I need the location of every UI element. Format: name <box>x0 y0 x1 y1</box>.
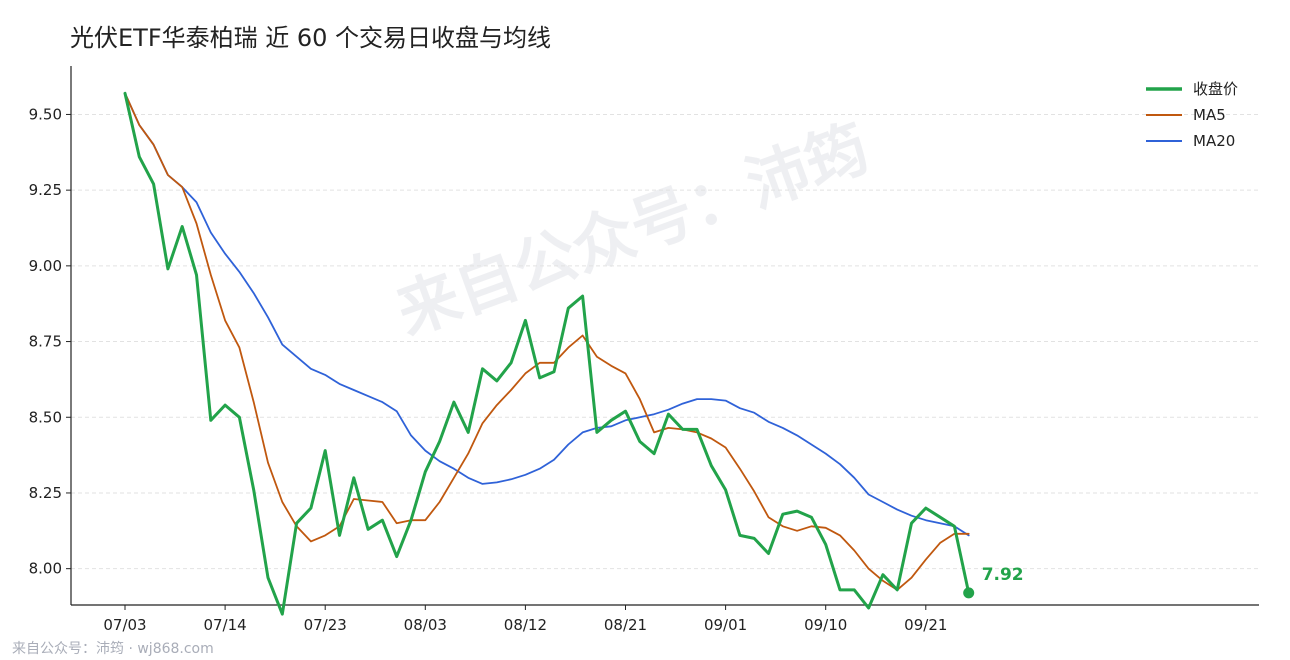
watermark-text: 来自公众号：沛筠 <box>387 111 878 349</box>
y-axis-ticks: 8.00 8.25 8.50 8.75 9.00 9.25 9.50 <box>29 105 71 578</box>
chart-title: 光伏ETF华泰柏瑞 近 60 个交易日收盘与均线 <box>70 24 552 52</box>
y-tick-label-5: 9.25 <box>29 181 62 199</box>
y-tick-label-6: 9.50 <box>29 105 62 123</box>
x-tick-label-1: 07/14 <box>203 616 246 634</box>
x-tick-label-8: 09/21 <box>904 616 947 634</box>
y-tick-label-0: 8.00 <box>29 560 62 578</box>
series-line-ma5 <box>124 92 970 591</box>
grid-lines <box>71 113 1259 570</box>
y-tick-label-4: 9.00 <box>29 257 62 275</box>
last-close-point <box>963 587 975 599</box>
x-tick-label-3: 08/03 <box>404 616 447 634</box>
x-tick-label-4: 08/12 <box>504 616 547 634</box>
x-axis-ticks: 07/03 07/14 07/23 08/03 08/12 08/21 09/01 09/10… <box>103 605 947 634</box>
x-tick-label-2: 07/23 <box>304 616 347 634</box>
legend-label-ma20: MA20 <box>1193 132 1235 150</box>
x-tick-label-0: 07/03 <box>103 616 146 634</box>
x-tick-label-6: 09/01 <box>704 616 747 634</box>
legend-label-ma5: MA5 <box>1193 106 1226 124</box>
series-line-close <box>123 91 971 616</box>
footer-credit: 来自公众号：沛筠 · wj868.com <box>12 641 214 657</box>
last-close-label: 7.92 <box>982 565 1024 585</box>
legend-label-close: 收盘价 <box>1193 80 1238 98</box>
y-tick-label-2: 8.50 <box>29 408 62 426</box>
series-line-ma20 <box>124 92 970 537</box>
legend: 收盘价 MA5 MA20 <box>1146 80 1238 150</box>
y-tick-label-3: 8.75 <box>29 333 62 351</box>
x-tick-label-7: 09/10 <box>804 616 847 634</box>
series-layer: 7.92 <box>123 91 1024 616</box>
x-tick-label-5: 08/21 <box>604 616 647 634</box>
y-tick-label-1: 8.25 <box>29 484 62 502</box>
